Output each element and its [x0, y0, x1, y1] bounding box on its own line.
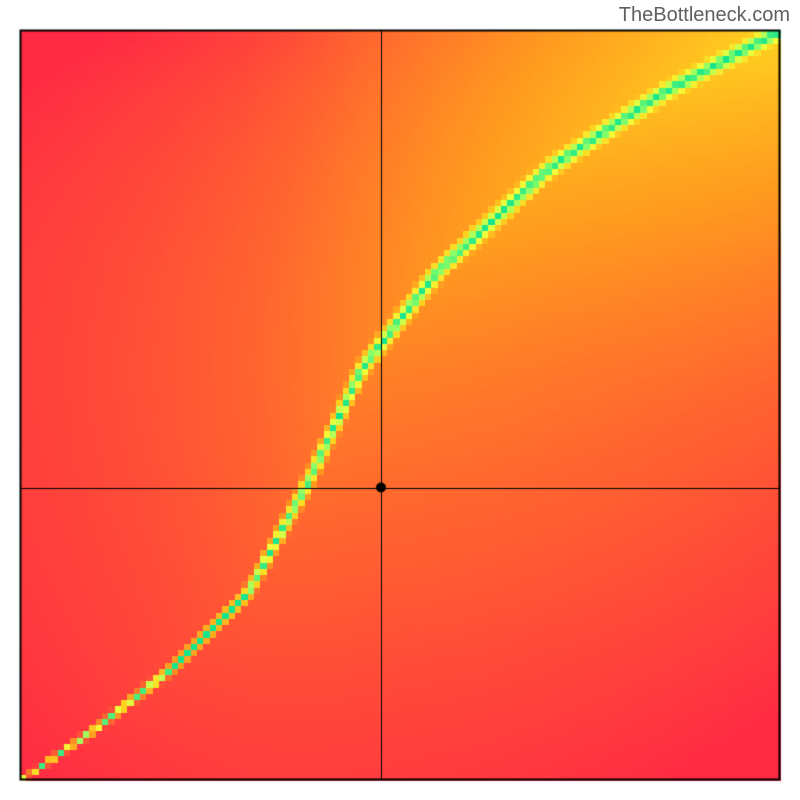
bottleneck-heatmap	[0, 0, 800, 800]
chart-container: { "watermark": { "text": "TheBottleneck.…	[0, 0, 800, 800]
